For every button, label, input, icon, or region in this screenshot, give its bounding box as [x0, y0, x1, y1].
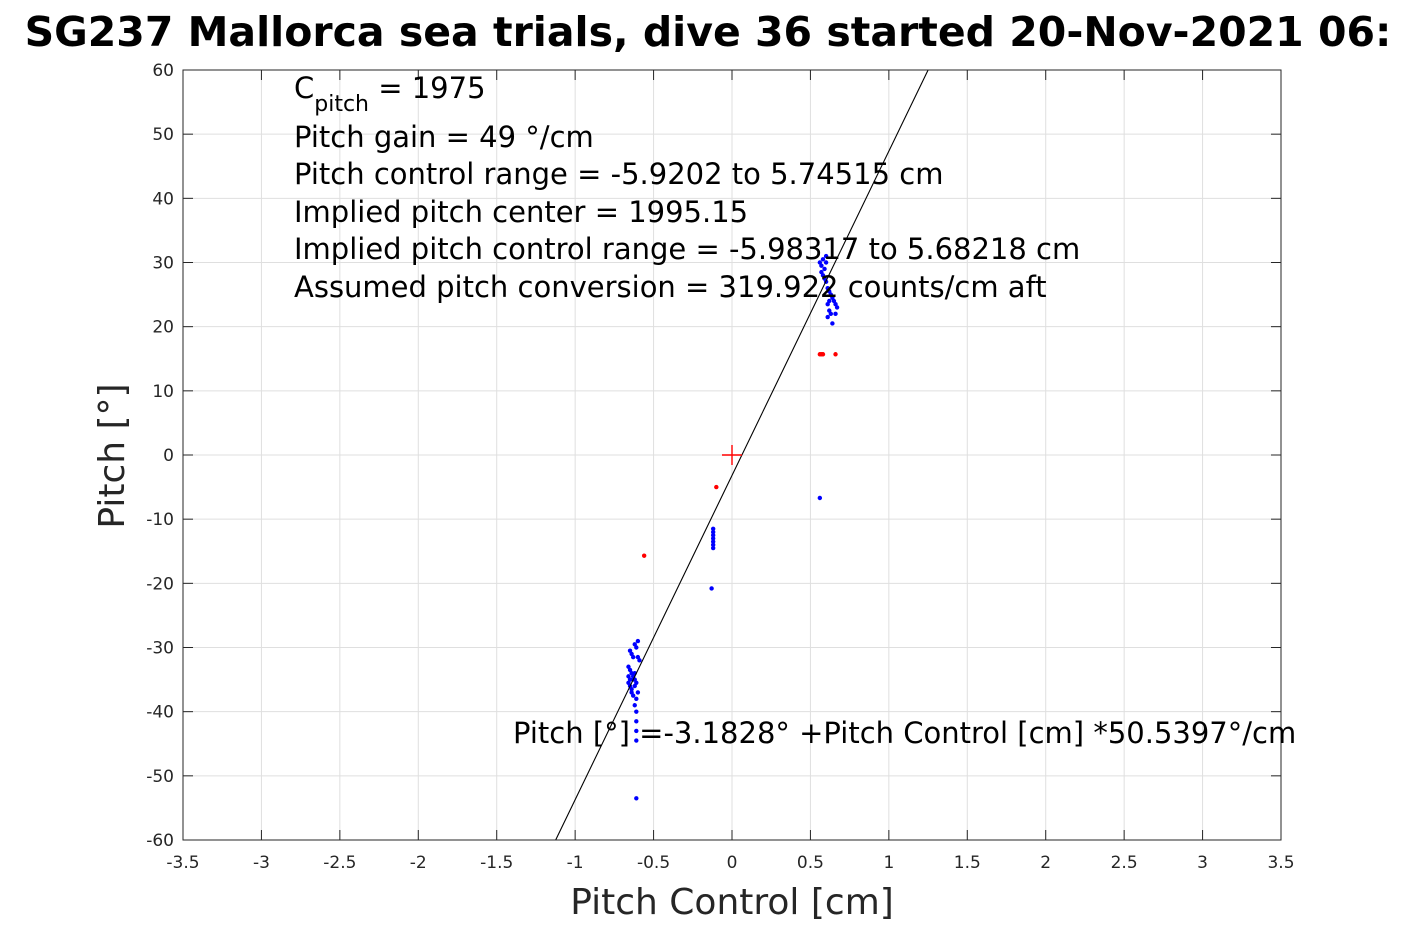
y-tick-label: 0: [163, 446, 174, 466]
y-tick-label: 30: [152, 254, 174, 274]
x-tick-label: -1: [567, 853, 584, 873]
included-point: [632, 683, 637, 689]
c-pitch-symbol: C: [294, 71, 314, 105]
chart-title: SG237 Mallorca sea trials, dive 36 start…: [25, 8, 1392, 56]
implied-center-annotation: Implied pitch center = 1995.15: [294, 195, 748, 229]
x-tick-label: -3.5: [166, 853, 199, 873]
pitch-gain-annotation: Pitch gain = 49 °/cm: [294, 120, 594, 154]
included-point: [710, 529, 716, 535]
included-point: [710, 533, 716, 538]
included-point: [834, 305, 840, 310]
included-point: [710, 526, 716, 531]
x-axis-label: Pitch Control [cm]: [570, 882, 894, 923]
excluded-point: [641, 553, 647, 558]
excluded-point: [833, 352, 838, 357]
y-tick-label: 60: [152, 61, 174, 81]
included-point: [823, 260, 829, 265]
included-point: [634, 645, 639, 650]
included-point: [710, 545, 716, 551]
x-tick-label: 1.5: [954, 853, 981, 873]
conversion-annotation: Assumed pitch conversion = 319.922 count…: [294, 270, 1047, 304]
included-point: [823, 253, 829, 259]
included-point: [634, 696, 639, 702]
y-tick-label: 50: [152, 125, 174, 145]
x-tick-label: 2: [1040, 853, 1051, 873]
included-point: [637, 658, 642, 663]
included-point: [635, 690, 641, 695]
x-tick-label: 1: [883, 853, 894, 873]
x-tick-label: 3: [1197, 853, 1208, 873]
included-point: [634, 719, 639, 724]
y-tick-label: -50: [146, 767, 174, 787]
included-point: [710, 542, 716, 548]
x-tick-label: -1.5: [480, 853, 513, 873]
included-point: [632, 703, 637, 708]
y-tick-label: -40: [146, 703, 174, 723]
included-point: [634, 728, 639, 734]
included-point: [710, 539, 716, 544]
x-tick-label: -3: [253, 853, 270, 873]
included-point: [827, 298, 832, 304]
c-pitch-subscript: pitch: [314, 92, 369, 117]
x-tick-label: 0: [727, 853, 738, 873]
included-point: [710, 536, 716, 541]
y-tick-label: -10: [146, 510, 174, 530]
included-point: [822, 266, 827, 272]
included-point: [635, 638, 641, 644]
included-point: [630, 654, 636, 660]
excluded-point: [714, 484, 719, 490]
included-point: [825, 314, 830, 320]
included-point: [817, 495, 823, 501]
included-point: [627, 677, 633, 682]
c-pitch-value: = 1975: [369, 71, 486, 105]
excluded-point: [820, 352, 826, 357]
implied-range-annotation: Implied pitch control range = -5.98317 t…: [294, 232, 1080, 266]
y-tick-label: 20: [152, 318, 174, 338]
x-tick-label: -2: [410, 853, 427, 873]
y-axis-label: Pitch [°]: [92, 383, 133, 528]
included-point: [830, 321, 835, 326]
y-tick-label: 40: [152, 189, 174, 209]
included-point: [630, 693, 636, 698]
included-point: [828, 311, 834, 317]
included-point: [709, 586, 714, 591]
included-point: [634, 709, 639, 714]
fit-equation-annotation: Pitch [°] =-3.1828° +Pitch Control [cm] …: [513, 716, 1296, 750]
x-tick-label: -0.5: [637, 853, 670, 873]
x-tick-label: 3.5: [1267, 853, 1294, 873]
x-tick-label: 0.5: [797, 853, 824, 873]
included-point: [634, 738, 639, 743]
c-pitch-annotation: Cpitch = 1975: [294, 71, 486, 117]
y-tick-label: -30: [146, 639, 174, 659]
included-point: [629, 687, 634, 692]
y-tick-label: -60: [146, 831, 174, 851]
axis-ticks: -3.5 -3 -2.5 -2 -1.5 -1 -0.5 0 0.5 1 1.5 2 2.5 3 3.5 -6…: [146, 61, 1294, 873]
data-points: [626, 253, 840, 801]
center-marker-group: [722, 445, 742, 465]
included-point: [820, 257, 826, 262]
included-point: [833, 311, 838, 317]
y-tick-label: -20: [146, 574, 174, 594]
included-point: [819, 263, 824, 268]
x-tick-label: 2.5: [1111, 853, 1138, 873]
y-tick-label: 10: [152, 382, 174, 402]
grid: [182, 69, 1282, 841]
included-point: [634, 796, 639, 801]
control-range-annotation: Pitch control range = -5.9202 to 5.74515…: [294, 157, 943, 191]
x-tick-label: -2.5: [323, 853, 356, 873]
